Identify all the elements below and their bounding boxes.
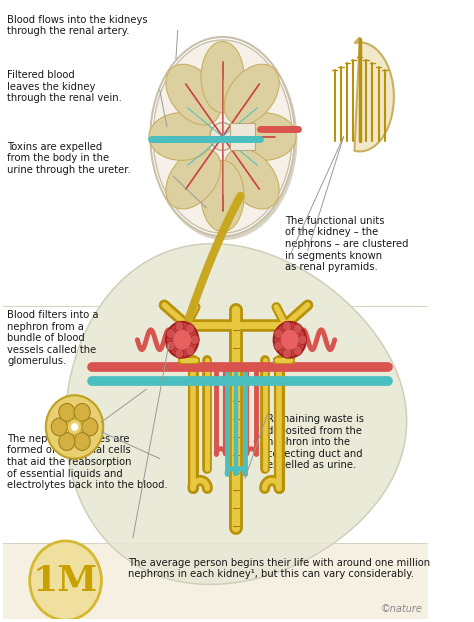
Ellipse shape [149, 113, 214, 160]
Circle shape [59, 433, 75, 450]
Ellipse shape [166, 148, 221, 209]
Bar [230, 123, 255, 151]
Circle shape [51, 418, 67, 436]
Circle shape [67, 419, 82, 435]
Ellipse shape [153, 40, 292, 233]
Polygon shape [65, 244, 407, 585]
Circle shape [173, 330, 191, 350]
Circle shape [281, 330, 299, 350]
Circle shape [175, 321, 184, 331]
Text: Filtered blood
leaves the kidney
through the renal vein.: Filtered blood leaves the kidney through… [7, 70, 122, 103]
Text: The nephron tubules are
formed of epithelial cells
that aid the reabsorption
of : The nephron tubules are formed of epithe… [7, 434, 168, 490]
Circle shape [293, 346, 302, 356]
Circle shape [166, 322, 198, 358]
Circle shape [185, 346, 194, 356]
Text: 1M: 1M [33, 564, 98, 598]
Ellipse shape [166, 64, 221, 125]
Circle shape [96, 378, 103, 386]
Bar [3, 543, 428, 620]
Circle shape [46, 395, 103, 458]
Ellipse shape [224, 64, 279, 125]
Circle shape [175, 348, 184, 358]
Text: The average person begins their life with around one million
nephrons in each ki: The average person begins their life wit… [128, 558, 430, 579]
Circle shape [74, 404, 90, 421]
Circle shape [185, 324, 194, 334]
Circle shape [166, 329, 175, 338]
Circle shape [283, 321, 292, 331]
Ellipse shape [231, 113, 296, 160]
Circle shape [30, 541, 101, 620]
Circle shape [71, 423, 78, 431]
Text: ©nature: ©nature [381, 604, 422, 615]
Polygon shape [355, 37, 394, 151]
Circle shape [82, 418, 98, 436]
Text: Blood flows into the kidneys
through the renal artery.: Blood flows into the kidneys through the… [7, 15, 148, 36]
Circle shape [274, 329, 283, 338]
Ellipse shape [224, 148, 279, 209]
Circle shape [273, 322, 306, 358]
Circle shape [74, 433, 90, 450]
Ellipse shape [201, 160, 244, 232]
Text: Toxins are expelled
from the body in the
urine through the ureter.: Toxins are expelled from the body in the… [7, 142, 131, 175]
Text: Remaining waste is
deposited from the
nephron into the
collecting duct and
expel: Remaining waste is deposited from the ne… [267, 414, 365, 470]
Circle shape [274, 341, 283, 351]
Ellipse shape [201, 42, 244, 113]
Text: The functional units
of the kidney – the
nephrons – are clustered
in segments kn: The functional units of the kidney – the… [285, 216, 409, 272]
Ellipse shape [151, 39, 298, 240]
Ellipse shape [210, 123, 235, 151]
Circle shape [283, 348, 292, 358]
Circle shape [59, 404, 75, 421]
Ellipse shape [150, 37, 295, 236]
Circle shape [293, 324, 302, 334]
Circle shape [190, 335, 199, 345]
Circle shape [298, 335, 307, 345]
Circle shape [166, 341, 175, 351]
Text: Blood filters into a
nephron from a
bundle of blood
vessels called the
glomerulu: Blood filters into a nephron from a bund… [7, 310, 99, 366]
